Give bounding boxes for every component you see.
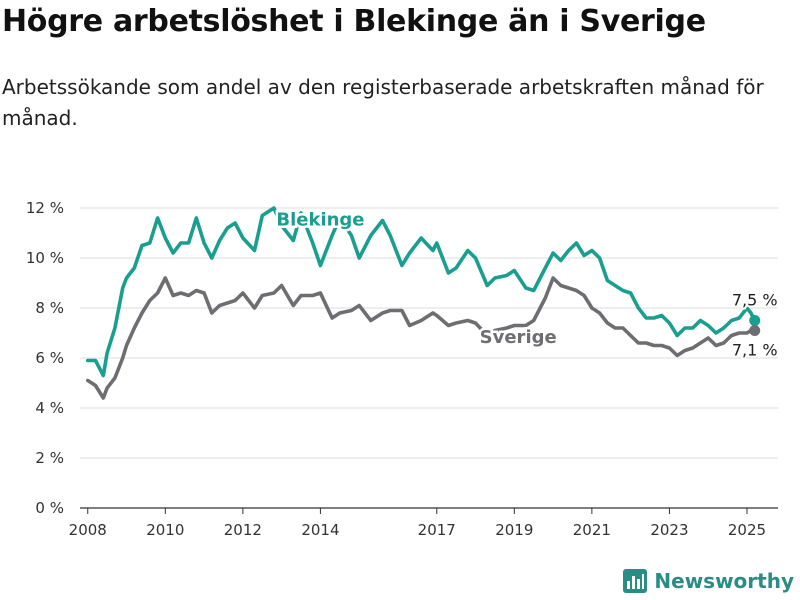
x-tick-label: 2019 — [495, 521, 533, 539]
y-tick-label: 0 % — [35, 499, 64, 517]
x-tick-label: 2021 — [573, 521, 611, 539]
x-tick-label: 2025 — [728, 521, 766, 539]
x-tick-label: 2008 — [69, 521, 107, 539]
y-tick-label: 4 % — [35, 399, 64, 417]
end-label-sverige: 7,1 % — [732, 341, 778, 360]
end-label-blekinge: 7,5 % — [732, 291, 778, 310]
newsworthy-logo-icon — [623, 569, 648, 593]
x-tick-label: 2010 — [146, 521, 184, 539]
series-line-sverige — [86, 276, 757, 400]
y-tick-label: 10 % — [26, 249, 64, 267]
y-tick-label: 2 % — [35, 449, 64, 467]
y-tick-label: 6 % — [35, 349, 64, 367]
x-tick-label: 2017 — [418, 521, 456, 539]
x-tick-label: 2012 — [224, 521, 262, 539]
series-label-blekinge: Blekinge — [276, 210, 364, 231]
y-tick-label: 8 % — [35, 299, 64, 317]
x-tick-label: 2023 — [650, 521, 688, 539]
chart-title: Högre arbetslöshet i Blekinge än i Sveri… — [2, 4, 706, 39]
series-label-sverige: Sverige — [480, 327, 557, 348]
end-point-blekinge — [749, 315, 761, 326]
x-tick-label: 2014 — [301, 521, 339, 539]
series-line-blekinge — [86, 206, 757, 378]
chart-subtitle: Arbetssökande som andel av den registerb… — [2, 75, 764, 130]
brand-logo: Newsworthy — [622, 568, 794, 594]
end-point-sverige — [749, 325, 761, 336]
brand-name: Newsworthy — [654, 569, 794, 593]
y-tick-label: 12 % — [26, 199, 64, 217]
